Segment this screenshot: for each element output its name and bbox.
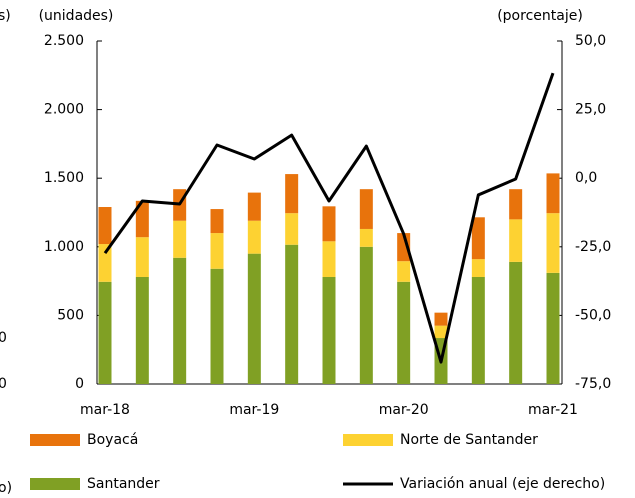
y2-tick-label: -75,0 [575, 376, 611, 392]
clipped-text: s) [0, 8, 11, 24]
bar-segment [173, 220, 187, 258]
bar-segment [210, 268, 224, 384]
clipped-text: 0 [0, 330, 7, 346]
bar-segment [98, 207, 112, 245]
y-tick-label: 500 [57, 307, 84, 323]
legend-swatch [343, 434, 393, 446]
bar-segment [509, 219, 523, 262]
x-tick-label: mar-21 [528, 402, 578, 418]
bar-segment [546, 272, 560, 384]
legend-label: Norte de Santander [400, 432, 538, 448]
bar-segment [98, 281, 112, 384]
bar-segment [434, 325, 448, 339]
x-tick-label: mar-20 [379, 402, 429, 418]
bar-segment [135, 276, 149, 384]
y2-tick-label: 0,0 [575, 170, 597, 186]
y2-tick-label: 50,0 [575, 33, 606, 49]
bar-segment [247, 220, 261, 254]
legend-label: Santander [87, 476, 160, 492]
bar-segment [359, 228, 373, 247]
bar-segment [135, 237, 149, 277]
bar-segment [285, 244, 299, 384]
bar-segment [509, 189, 523, 220]
bar-segment [546, 173, 560, 214]
legend-label: Boyacá [87, 432, 138, 448]
bar-segment [210, 233, 224, 269]
bar-segment [471, 276, 485, 384]
line-series [103, 72, 555, 364]
bar-segment [322, 276, 336, 384]
bar-segment [322, 241, 336, 277]
bar-segment [135, 200, 149, 238]
x-tick-label: mar-19 [229, 402, 279, 418]
clipped-text: 0 [0, 376, 7, 392]
bar-segment [397, 281, 411, 384]
bar-segment [210, 209, 224, 234]
bar-segment [471, 259, 485, 277]
bar-segment [434, 312, 448, 326]
bar-segment [285, 174, 299, 214]
bar-segment [471, 217, 485, 260]
bar-segment [247, 253, 261, 384]
y2-tick-label: -25,0 [575, 239, 611, 255]
bar-segment [509, 261, 523, 384]
y2-unit-label: (porcentaje) [497, 8, 583, 24]
y-tick-label: 1.000 [44, 239, 84, 255]
y2-tick-label: -50,0 [575, 307, 611, 323]
y-unit-label: (unidades) [39, 8, 114, 24]
bar-segment [247, 192, 261, 221]
legend-swatch [30, 434, 80, 446]
y2-tick-label: 25,0 [575, 102, 606, 118]
bar-segment [322, 206, 336, 242]
x-tick-label: mar-18 [80, 402, 130, 418]
bar-segment [98, 244, 112, 282]
bar-segment [285, 213, 299, 245]
clipped-text: o) [0, 480, 12, 496]
legend-label: Variación anual (eje derecho) [400, 476, 605, 492]
y-tick-label: 2.500 [44, 33, 84, 49]
bar-segment [359, 246, 373, 384]
y-tick-label: 2.000 [44, 102, 84, 118]
bar-segment [397, 261, 411, 282]
bar-segment [359, 189, 373, 229]
bar-segment [546, 213, 560, 273]
y-tick-label: 0 [75, 376, 84, 392]
legend-swatch [30, 478, 80, 490]
bar-segment [173, 257, 187, 384]
y-tick-label: 1.500 [44, 170, 84, 186]
